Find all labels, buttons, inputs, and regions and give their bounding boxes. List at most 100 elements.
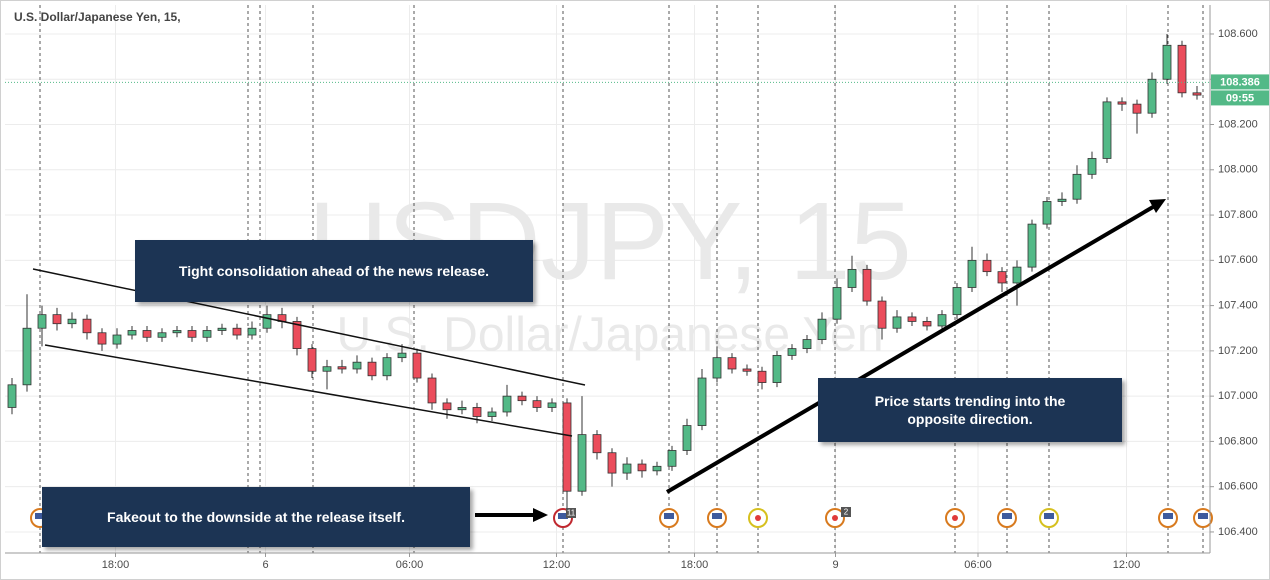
x-tick-label: 9 [832,559,838,571]
candle-body [1027,223,1037,268]
annotation: Fakeout to the downside at the release i… [42,487,470,547]
candle-body [172,330,182,334]
x-tick-label: 6 [262,559,268,571]
candle-body [637,463,647,472]
candle-body [517,395,527,402]
candle-body [832,287,842,320]
event-badge: 2 [844,508,849,517]
candle-body [787,348,797,356]
candle-body [427,377,437,404]
candle-body [1162,44,1172,80]
candle-body [22,327,32,386]
candle-body [547,402,557,408]
trendlines [32,268,586,437]
candle-body [337,366,347,370]
candle-body [727,357,737,370]
candle-body [562,402,572,492]
candle-body [7,384,17,408]
candle-body [1012,266,1022,284]
event-icons: 11 2 [30,507,1213,528]
candle-body [1192,92,1202,96]
countdown-box [1211,90,1269,106]
candle-body [1132,103,1142,114]
candle-body [1177,44,1187,94]
candle-body [52,314,62,325]
candle-body [1087,158,1097,175]
candles [7,33,1202,514]
candle-body [202,330,212,338]
candle-body [1117,101,1127,105]
y-tick-label: 107.600 [1218,254,1258,266]
candle-body [802,339,812,350]
candle-body [247,327,257,336]
x-tick-label: 06:00 [964,559,992,571]
annotation: Price starts trending into the opposite … [818,378,1122,442]
candle-body [1147,78,1157,114]
annotation: Tight consolidation ahead of the news re… [135,240,533,302]
candle-body [457,407,467,411]
candle-body [262,314,272,329]
candle-body [907,316,917,322]
y-tick-label: 107.800 [1218,209,1258,221]
candle-body [952,287,962,316]
countdown-label: 09:55 [1226,92,1254,104]
candle-body [877,300,887,329]
candle-body [127,330,137,336]
y-tick-label: 108.200 [1218,118,1258,130]
candle-body [217,327,227,331]
candle-body [397,352,407,359]
candle-body [67,318,77,325]
candle-body [532,400,542,408]
x-tick-label: 12:00 [543,559,571,571]
candle-body [82,318,92,334]
candle-body [892,316,902,329]
candle-body [922,321,932,327]
candle-body [157,332,167,338]
last-price-label: 108.386 [1220,76,1260,88]
candle-body [142,330,152,338]
candle-body [847,268,857,288]
y-tick-label: 108.000 [1218,164,1258,176]
y-tick-label: 108.600 [1218,28,1258,40]
candle-body [592,434,602,454]
candle-body [112,334,122,345]
candle-body [742,368,752,372]
candle-body [502,395,512,413]
candle-body [382,357,392,377]
x-tick-label: 12:00 [1113,559,1141,571]
candle-body [1102,101,1112,159]
candle-body [652,465,662,472]
candle-body [412,352,422,379]
x-tick-label: 18:00 [102,559,130,571]
candle-body [667,450,677,467]
y-tick-label: 106.800 [1218,435,1258,447]
candle-body [682,425,692,451]
axis-labels: 106.400 106.600 106.800 107.000 107.200 107.4… [5,28,1269,571]
candle-body [622,463,632,474]
candle-body [37,314,47,329]
candle-body [997,271,1007,284]
y-tick-label: 107.000 [1218,390,1258,402]
candle-body [937,314,947,327]
candle-body [472,407,482,417]
candle-body [442,402,452,411]
candle-body [607,452,617,474]
y-tick-label: 106.400 [1218,526,1258,538]
candle-body [97,332,107,345]
candle-body [982,259,992,273]
candle-body [757,370,767,383]
candle-body [307,348,317,372]
candle-body [862,268,872,302]
candle-body [292,321,302,350]
candle-body [232,327,242,336]
candle-body [322,366,332,372]
candle-body [697,377,707,426]
last-price-box [1211,74,1269,90]
candle-body [577,434,587,492]
grid [5,5,1210,553]
y-tick-label: 106.600 [1218,481,1258,493]
candle-body [187,330,197,338]
candle-body [1072,173,1082,200]
candle-body [967,259,977,288]
